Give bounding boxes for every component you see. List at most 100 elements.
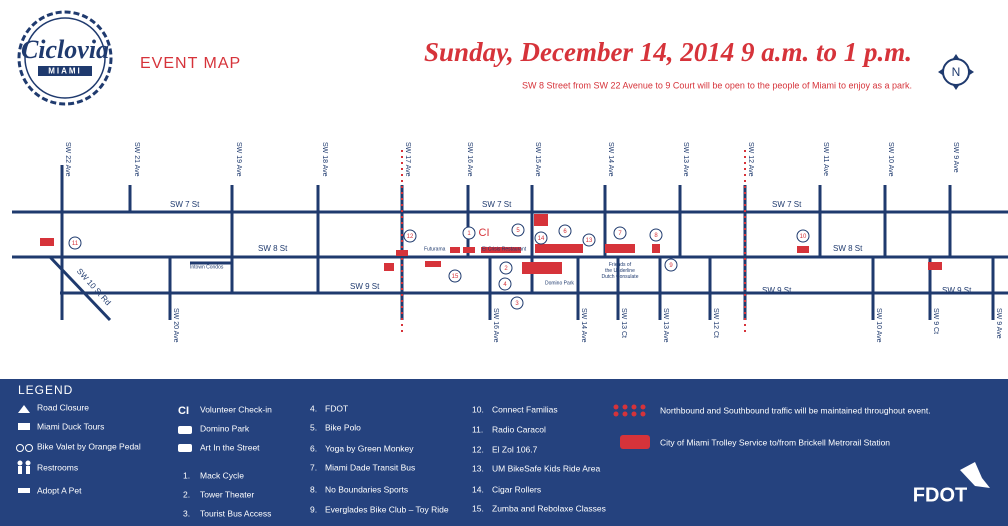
- legend-number: 8.: [310, 484, 317, 494]
- avenue-label: SW 12 Ct: [712, 308, 719, 338]
- marker-label: 1: [467, 231, 471, 237]
- legend-note: Northbound and Southbound traffic will b…: [660, 405, 931, 415]
- avenue-label: SW 15 Ave: [534, 142, 541, 177]
- marker-pin: [613, 226, 627, 240]
- legend-label: Mack Cycle: [200, 470, 244, 480]
- avenue-label: SW 21 Ave: [133, 142, 140, 177]
- street-label: SW 8 St: [258, 244, 288, 253]
- marker-pin: [498, 277, 512, 291]
- event-date: Sunday, December 14, 2014 9 a.m. to 1 p.…: [424, 37, 912, 67]
- marker-pin: [582, 233, 596, 247]
- legend-label: Zumba and Rebolaxe Classes: [492, 503, 606, 513]
- street-label: SW 7 St: [772, 200, 802, 209]
- legend-note: City of Miami Trolley Service to/from Br…: [660, 437, 890, 447]
- avenue-label: SW 18 Ave: [321, 142, 328, 177]
- avenue-label: SW 9 Ct: [932, 308, 939, 334]
- legend-label: No Boundaries Sports: [325, 484, 408, 494]
- place-label: Futurama: [424, 246, 446, 252]
- marker-pin: [403, 229, 417, 243]
- marker-label: 10: [800, 234, 807, 240]
- avenue-label: SW 22 Ave: [64, 142, 71, 177]
- street-label: SW 7 St: [170, 200, 200, 209]
- legend-label: Miami Duck Tours: [37, 421, 104, 431]
- legend-label: El Zol 106.7: [492, 444, 538, 454]
- marker-label: 5: [516, 228, 520, 234]
- marker-pin: [510, 296, 524, 310]
- legend-label: UM BikeSafe Kids Ride Area: [492, 463, 600, 473]
- legend-number: 14.: [472, 484, 484, 494]
- legend-number: 11.: [472, 424, 483, 434]
- avenue-label: SW 9 Ave: [952, 142, 959, 173]
- legend-label: Volunteer Check-in: [200, 404, 272, 414]
- marker-label: 9: [669, 263, 673, 269]
- legend-label: Everglades Bike Club – Toy Ride: [325, 504, 449, 514]
- marker-label: 14: [538, 236, 545, 242]
- legend-label: Cigar Rollers: [492, 484, 541, 494]
- legend-label: Connect Familias: [492, 404, 558, 414]
- avenue-label: SW 14 Ave: [580, 308, 587, 343]
- street-label: SW 7 St: [482, 200, 512, 209]
- checkin-marker: CI: [479, 227, 490, 239]
- marker-pin: [499, 261, 513, 275]
- legend-number: 4.: [310, 403, 317, 413]
- legend-label: Bike Valet by Orange Pedal: [37, 441, 141, 451]
- map-labels: SW 22 Ave SW 21 Ave SW 19 Ave SW 18 Ave SW 1…: [64, 142, 1002, 343]
- legend-label: Radio Caracol: [492, 424, 546, 434]
- legend-label: Tourist Bus Access: [200, 508, 271, 518]
- place-label: Friends of the Underline Dutch Consulate: [602, 262, 639, 280]
- legend-label: Tower Theater: [200, 489, 254, 499]
- avenue-label: SW 12 Ave: [747, 142, 754, 177]
- street-label: SW 9 St: [762, 286, 792, 295]
- legend-icons: [16, 404, 990, 493]
- avenue-label: SW 17 Ave: [404, 142, 411, 177]
- marker-label: 3: [515, 301, 519, 307]
- marker-label: 4: [503, 282, 507, 288]
- place-label: Intown Condos: [190, 264, 224, 270]
- marker-pin: [448, 269, 462, 283]
- marker-label: 15: [452, 274, 459, 280]
- legend-label: Restrooms: [37, 462, 78, 472]
- compass: N: [938, 54, 974, 90]
- marker-pin: [558, 224, 572, 238]
- avenue-label: SW 20 Ave: [172, 308, 179, 343]
- street-label: SW 8 St: [833, 244, 863, 253]
- street-label: SW 9 St: [350, 282, 380, 291]
- legend-number: 6.: [310, 443, 317, 453]
- checkin-icon: CI: [178, 405, 189, 417]
- marker-pin: [649, 228, 663, 242]
- avenue-label: SW 16 Ave: [492, 308, 499, 343]
- legend-title: LEGEND: [18, 383, 73, 397]
- event-subtitle: SW 8 Street from SW 22 Avenue to 9 Court…: [522, 80, 912, 90]
- logo-sub: MIAMI: [48, 67, 82, 76]
- marker-label: 8: [654, 233, 658, 239]
- avenue-label: SW 13 Ct: [620, 308, 627, 338]
- legend-number: 9.: [310, 504, 317, 514]
- compass-label: N: [952, 65, 961, 79]
- avenue-label: SW 13 Ave: [662, 308, 669, 343]
- avenue-label: SW 19 Ave: [235, 142, 242, 177]
- marker-pin: [68, 236, 82, 250]
- avenue-label: SW 16 Ave: [466, 142, 473, 177]
- avenue-label: SW 10 Ave: [875, 308, 882, 343]
- logo: Ciclovia MIAMI: [17, 10, 113, 106]
- street-label: SW 9 St: [942, 286, 972, 295]
- place-label: El Crisis Restaurant: [482, 246, 527, 252]
- legend-number: 12.: [472, 444, 484, 454]
- place-label: Domino Park: [545, 280, 574, 286]
- legend-number: 15.: [472, 503, 484, 513]
- event-areas: [40, 214, 942, 274]
- marker-label: 13: [586, 238, 593, 244]
- marker-label: 2: [504, 266, 508, 272]
- agency-logo: FDOT: [913, 484, 967, 506]
- legend-number: 5.: [310, 422, 317, 432]
- legend-label: Domino Park: [200, 423, 250, 433]
- marker-label: 11: [72, 241, 79, 247]
- legend-label: Road Closure: [37, 402, 89, 412]
- legend-label: Bike Polo: [325, 422, 361, 432]
- avenue-label: SW 10 Ave: [887, 142, 894, 177]
- legend-label: Miami Dade Transit Bus: [325, 462, 415, 472]
- legend-number: 2.: [183, 489, 190, 499]
- marker-pin: [462, 226, 476, 240]
- marker-pin: [534, 231, 548, 245]
